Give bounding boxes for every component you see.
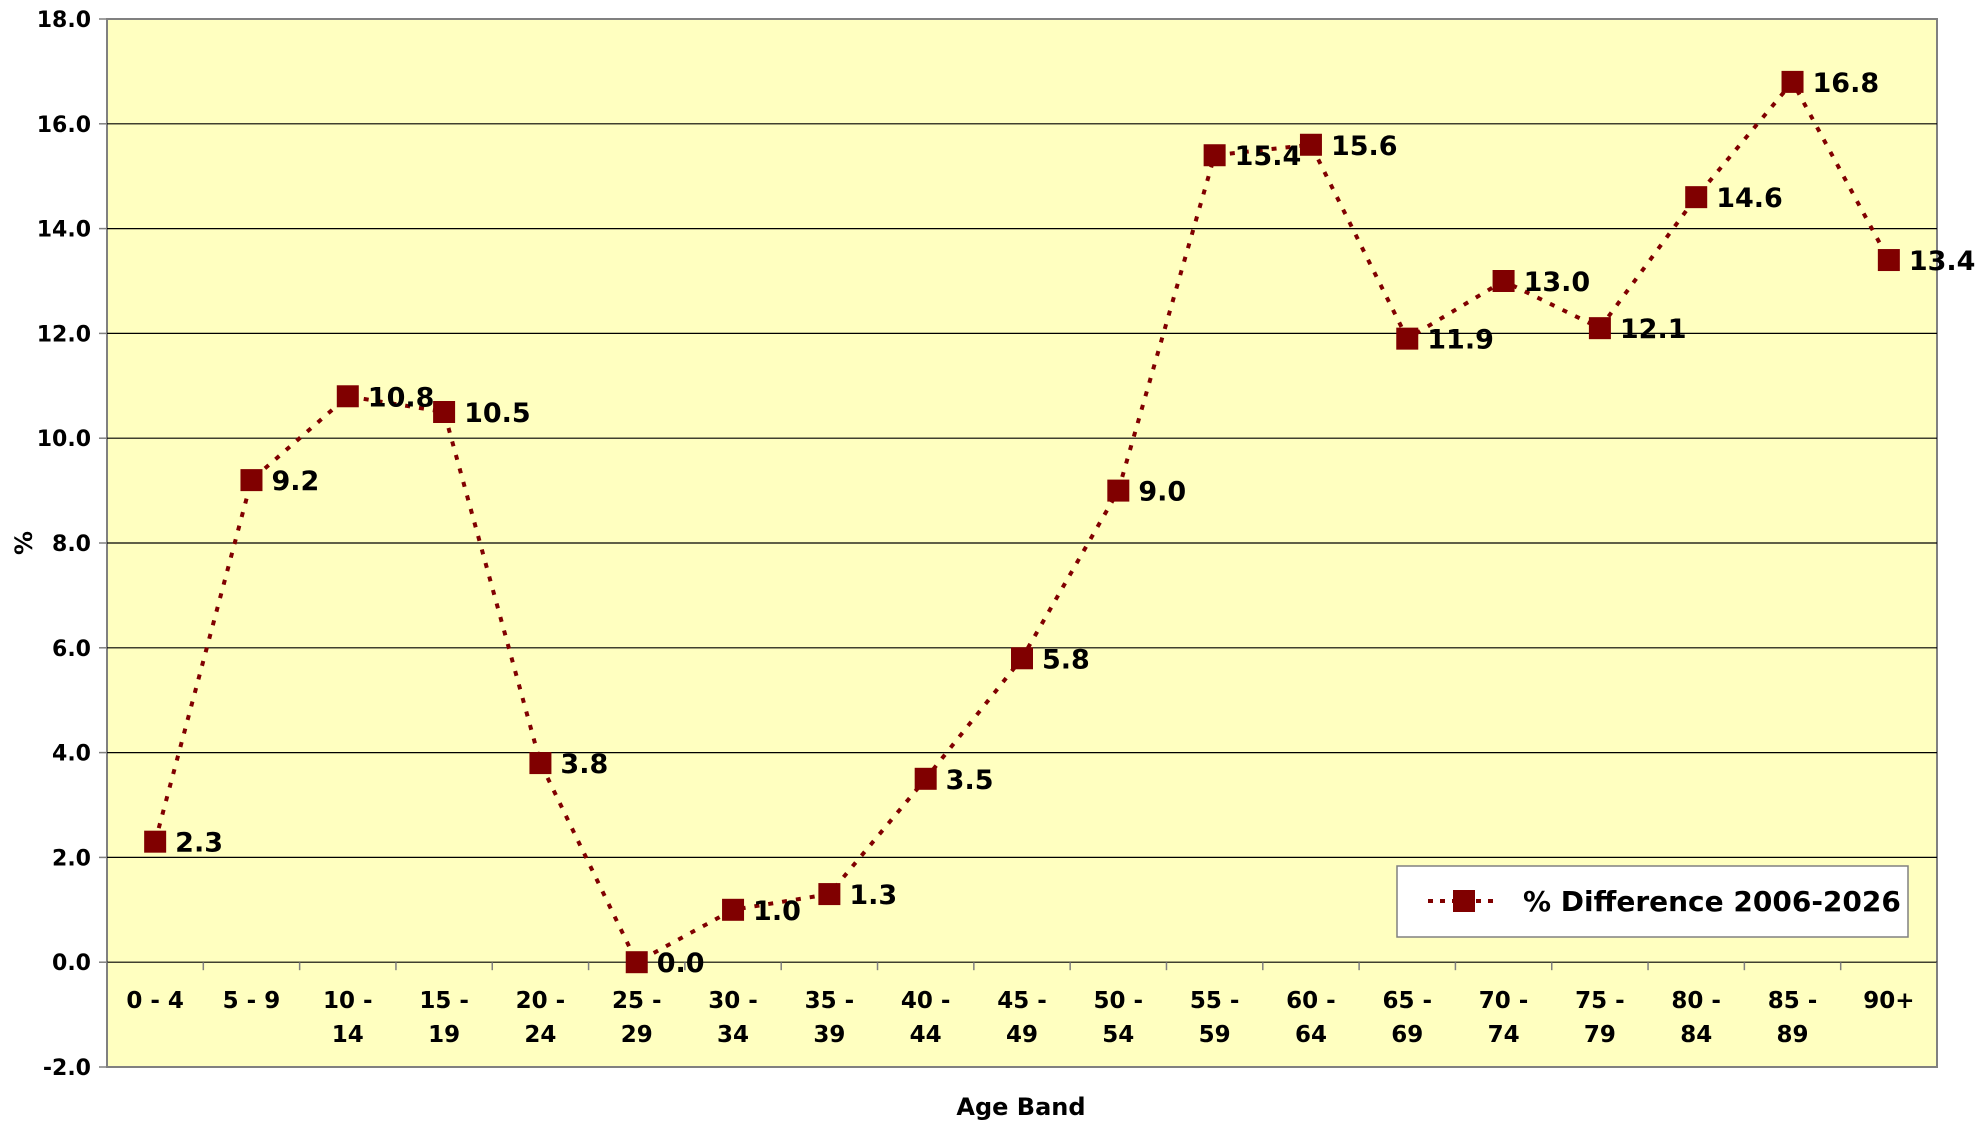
data-point-marker — [240, 469, 263, 492]
grid-lines — [107, 123, 1937, 963]
data-point-marker — [625, 951, 648, 974]
data-label: 1.3 — [849, 880, 897, 911]
x-category-label: 50 -54 — [1094, 988, 1144, 1048]
data-label: 14.6 — [1716, 183, 1783, 214]
y-tick-label: 10.0 — [37, 427, 91, 452]
x-category-label: 85 -89 — [1768, 988, 1818, 1048]
data-point-marker — [1396, 327, 1419, 350]
data-label: 13.4 — [1909, 246, 1976, 277]
x-category-label: 35 -39 — [805, 988, 855, 1048]
data-point-marker — [1299, 133, 1322, 156]
x-category-label: 60 -64 — [1286, 988, 1336, 1048]
data-label: 11.9 — [1427, 325, 1494, 356]
data-point-marker — [144, 830, 167, 853]
y-tick-label: 2.0 — [52, 846, 91, 871]
legend: % Difference 2006-2026 — [1396, 865, 1909, 938]
x-category-label: 75 -79 — [1575, 988, 1625, 1048]
x-category-label: 5 - 9 — [223, 988, 281, 1014]
data-point-marker — [1588, 317, 1611, 340]
data-label: 0.0 — [657, 948, 705, 979]
x-category-label: 25 -29 — [612, 988, 662, 1048]
data-labels: 2.3 9.2 10.8 10.5 3.8 0.0 1.0 1.3 3.5 5.8 9.0 15.4 1… — [175, 68, 1975, 979]
data-label: 2.3 — [175, 828, 223, 859]
y-axis-title: % — [10, 531, 38, 555]
x-axis-title: Age Band — [956, 1093, 1085, 1121]
data-label: 3.5 — [946, 765, 994, 796]
data-point-marker — [1203, 144, 1226, 167]
y-tick-label: -2.0 — [43, 1056, 91, 1081]
series-layer — [144, 70, 1900, 974]
x-category-label: 20 -24 — [516, 988, 566, 1048]
data-label: 10.5 — [464, 398, 531, 429]
data-label: 15.6 — [1331, 131, 1398, 162]
data-point-marker — [914, 767, 937, 790]
y-tick-label: 6.0 — [52, 637, 91, 662]
data-label: 9.2 — [271, 466, 319, 497]
x-axis-categories: 0 - 4 5 - 9 10 -14 15 -19 20 -24 25 -29 30 -34… — [106, 962, 1938, 1048]
x-category-label: 90+ — [1863, 988, 1914, 1014]
data-point-marker — [433, 401, 456, 423]
data-label: 3.8 — [560, 749, 608, 780]
y-tick-label: 8.0 — [52, 532, 91, 557]
data-point-marker — [1492, 270, 1515, 292]
legend-label: % Difference 2006-2026 — [1523, 885, 1901, 918]
legend-marker-icon — [1453, 890, 1475, 912]
x-category-label: 15 -19 — [419, 988, 469, 1048]
x-category-label: 10 -14 — [323, 988, 373, 1048]
data-point-marker — [529, 752, 552, 775]
data-point-marker — [1011, 647, 1033, 670]
data-point-marker — [818, 883, 841, 906]
data-label: 1.0 — [753, 896, 801, 927]
data-label: 9.0 — [1138, 477, 1186, 508]
x-category-label: 30 -34 — [708, 988, 758, 1048]
y-tick-label: 18.0 — [37, 8, 91, 33]
data-point-marker — [1685, 186, 1708, 209]
data-label: 5.8 — [1042, 644, 1090, 675]
x-category-label: 40 -44 — [901, 988, 951, 1048]
data-label: 10.8 — [368, 382, 435, 413]
x-category-label: 0 - 4 — [126, 988, 184, 1014]
data-label: 12.1 — [1620, 314, 1687, 345]
x-category-label: 65 -69 — [1382, 988, 1432, 1048]
data-point-marker — [1781, 70, 1804, 93]
data-point-marker — [336, 385, 359, 408]
data-label: 16.8 — [1813, 68, 1880, 99]
legend-box — [1396, 865, 1909, 938]
y-tick-label: 16.0 — [37, 113, 91, 138]
y-tick-label: 14.0 — [37, 218, 91, 243]
y-tick-label: 0.0 — [52, 951, 91, 976]
data-point-marker — [722, 898, 745, 921]
x-category-label: 45 -49 — [997, 988, 1047, 1048]
x-category-label: 70 -74 — [1479, 988, 1529, 1048]
data-label: 13.0 — [1524, 267, 1591, 298]
x-category-label: 55 -59 — [1190, 988, 1240, 1048]
data-point-marker — [1877, 249, 1900, 272]
y-tick-label: 12.0 — [37, 322, 91, 347]
x-category-label: 80 -84 — [1671, 988, 1721, 1048]
y-axis-ticks: -2.0 0.0 2.0 4.0 6.0 8.0 10.0 12.0 14.0 16.0 18.0 — [37, 8, 107, 1081]
data-label: 15.4 — [1235, 141, 1302, 172]
y-tick-label: 4.0 — [52, 742, 91, 767]
data-point-marker — [1107, 479, 1130, 502]
